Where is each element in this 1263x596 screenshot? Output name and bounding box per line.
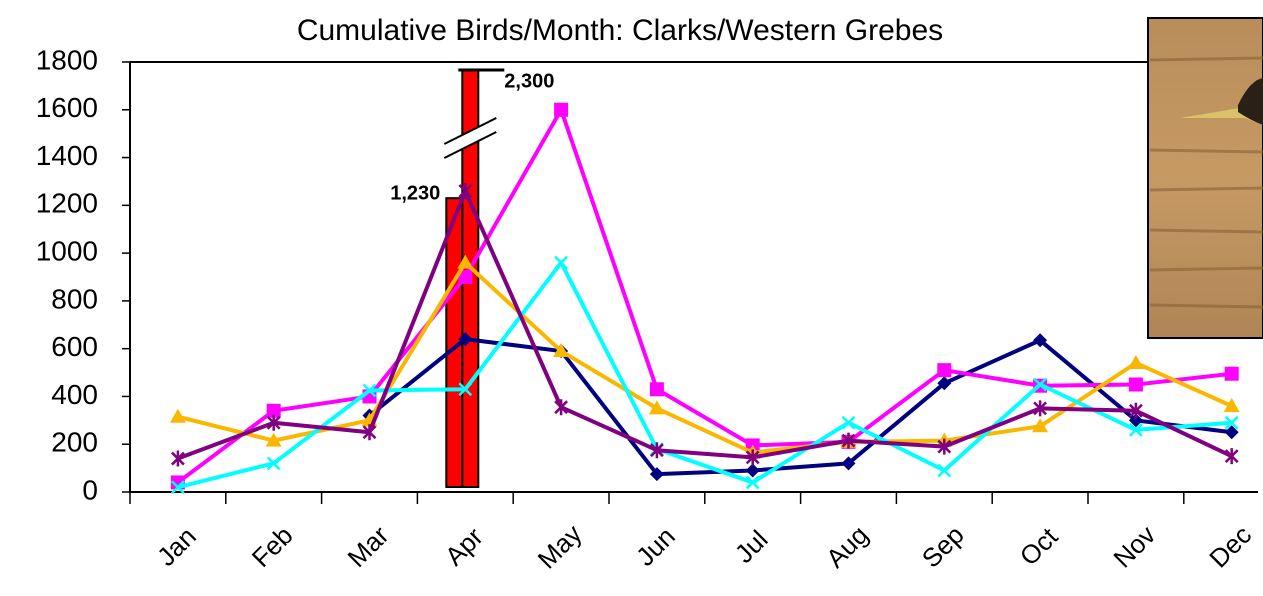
y-tick-label: 1200 bbox=[36, 188, 98, 219]
line bbox=[177, 189, 1233, 461]
photo-ripples bbox=[1149, 56, 1263, 309]
y-tick-label: 600 bbox=[51, 331, 98, 362]
marker bbox=[266, 456, 281, 471]
marker bbox=[458, 332, 473, 347]
photo-bird-head bbox=[1238, 78, 1263, 125]
y-tick-label: 0 bbox=[82, 474, 98, 505]
axis-break-line bbox=[443, 117, 497, 145]
marker bbox=[457, 254, 474, 269]
marker bbox=[745, 463, 760, 478]
y-tick-label: 200 bbox=[51, 427, 98, 458]
marker bbox=[937, 363, 952, 378]
marker bbox=[1128, 377, 1143, 392]
data-label: 2,300 bbox=[504, 70, 554, 92]
marker bbox=[362, 424, 377, 441]
marker bbox=[171, 480, 185, 495]
axis-break-gap bbox=[444, 118, 497, 158]
marker bbox=[1224, 366, 1239, 381]
photo bbox=[1147, 17, 1263, 339]
marker bbox=[648, 400, 665, 415]
line bbox=[176, 107, 1232, 485]
y-tick-label: 1600 bbox=[36, 92, 98, 123]
marker bbox=[171, 450, 185, 467]
marker bbox=[1224, 425, 1239, 440]
marker bbox=[1033, 400, 1047, 417]
marker bbox=[1127, 355, 1144, 369]
marker bbox=[458, 382, 473, 397]
marker bbox=[1033, 333, 1048, 348]
y-tick-label: 800 bbox=[51, 283, 98, 314]
marker bbox=[745, 449, 760, 466]
marker bbox=[1224, 448, 1239, 465]
marker bbox=[265, 432, 282, 447]
y-tick-label: 1400 bbox=[36, 140, 98, 171]
marker bbox=[1129, 423, 1143, 437]
marker bbox=[553, 343, 570, 358]
marker bbox=[649, 382, 664, 397]
marker bbox=[1223, 398, 1240, 412]
y-tick-label: 1800 bbox=[36, 44, 98, 75]
marker bbox=[649, 467, 664, 482]
axis-break-line bbox=[443, 131, 497, 159]
marker bbox=[1224, 415, 1239, 430]
chart-title: Cumulative Birds/Month: Clarks/Western G… bbox=[297, 14, 943, 47]
line bbox=[177, 260, 1233, 455]
marker bbox=[841, 432, 856, 449]
marker bbox=[937, 463, 952, 478]
marker bbox=[362, 383, 377, 398]
marker bbox=[1032, 418, 1049, 433]
y-tick-label: 400 bbox=[51, 379, 98, 410]
marker bbox=[1129, 402, 1143, 419]
photo-bird-bill bbox=[1180, 95, 1263, 125]
marker bbox=[458, 270, 473, 284]
marker bbox=[554, 102, 569, 117]
marker bbox=[745, 475, 760, 490]
marker bbox=[266, 414, 281, 431]
marker bbox=[937, 376, 952, 391]
marker bbox=[266, 403, 281, 418]
marker bbox=[554, 255, 568, 270]
marker bbox=[458, 183, 473, 199]
marker bbox=[650, 442, 664, 459]
marker bbox=[841, 456, 856, 471]
marker bbox=[1128, 413, 1143, 428]
marker bbox=[554, 399, 568, 416]
marker bbox=[169, 408, 186, 423]
photo-frame bbox=[1147, 17, 1263, 339]
marker bbox=[937, 438, 952, 455]
marker bbox=[841, 415, 856, 430]
marker bbox=[1033, 377, 1047, 392]
line bbox=[177, 260, 1232, 490]
y-tick-label: 1000 bbox=[36, 236, 98, 267]
line bbox=[368, 337, 1232, 477]
data-label: 1,230 bbox=[390, 182, 440, 204]
